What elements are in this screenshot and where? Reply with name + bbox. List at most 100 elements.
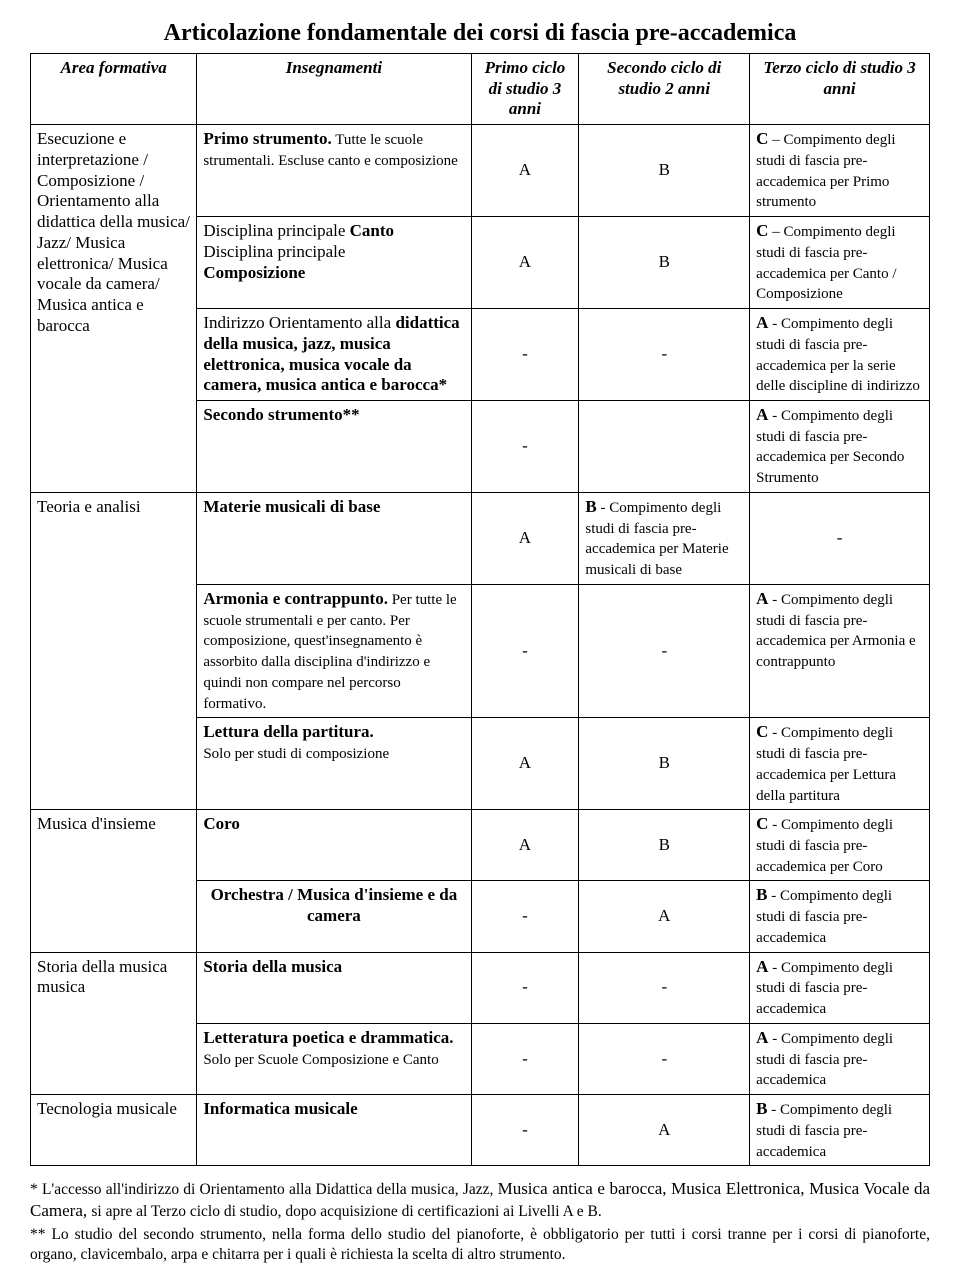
insegn-cell: Storia della musica <box>197 952 471 1023</box>
c5-lead: A <box>756 957 768 976</box>
foot1-a: * L'accesso all'indirizzo di Orientament… <box>30 1181 498 1198</box>
table-row: Musica d'insieme Coro A B C - Compimento… <box>31 810 930 881</box>
primo-cell: A <box>471 492 579 584</box>
primo-cell: - <box>471 881 579 952</box>
insegn-cell: Informatica musicale <box>197 1095 471 1166</box>
c5-lead: A <box>756 1028 768 1047</box>
area-cell: Musica d'insieme <box>31 810 197 952</box>
ins-lead: Armonia e contrappunto. <box>203 589 388 608</box>
h-terzo: Terzo ciclo di studio 3 anni <box>750 54 930 125</box>
header-row: Area formativa Insegnamenti Primo ciclo … <box>31 54 930 125</box>
c5-lead: A <box>756 405 768 424</box>
c5-tail: – Compimento degli studi di fascia pre-a… <box>756 132 895 210</box>
ins-l1: Disciplina principale <box>203 221 349 240</box>
area-cell: Storia della musica musica <box>31 952 197 1094</box>
c5-tail: - Compimento degli studi di fascia pre-a… <box>756 960 893 1017</box>
h-secondo: Secondo ciclo di studio 2 anni <box>579 54 750 125</box>
c5-lead: C <box>756 221 768 240</box>
primo-cell: - <box>471 584 579 717</box>
primo-cell: A <box>471 217 579 309</box>
terzo-cell: C – Compimento degli studi di fascia pre… <box>750 125 930 217</box>
terzo-cell: - <box>750 492 930 584</box>
secondo-cell: A <box>579 1095 750 1166</box>
c5-lead: C <box>756 129 768 148</box>
c5-tail: – Compimento degli studi di fascia pre-a… <box>756 224 896 302</box>
c5-lead: B <box>756 885 767 904</box>
h-primo: Primo ciclo di studio 3 anni <box>471 54 579 125</box>
ins-tail: Solo per studi di composizione <box>203 746 389 762</box>
insegn-cell: Secondo strumento** <box>197 401 471 493</box>
table-row: Esecuzione e interpretazione / Composizi… <box>31 125 930 217</box>
c5-tail: - Compimento degli studi di fascia pre-a… <box>756 408 904 486</box>
terzo-cell: C - Compimento degli studi di fascia pre… <box>750 718 930 810</box>
insegn-cell: Coro <box>197 810 471 881</box>
insegn-cell: Disciplina principale Canto Disciplina p… <box>197 217 471 309</box>
insegn-cell: Armonia e contrappunto. Per tutte le scu… <box>197 584 471 717</box>
area-cell: Esecuzione e interpretazione / Composizi… <box>31 125 197 493</box>
h-area: Area formativa <box>31 54 197 125</box>
footnote-2: ** Lo studio del secondo strumento, nell… <box>30 1225 930 1265</box>
insegn-cell: Orchestra / Musica d'insieme e da camera <box>197 881 471 952</box>
secondo-cell: - <box>579 309 750 401</box>
secondo-cell: B <box>579 125 750 217</box>
secondo-cell: A <box>579 881 750 952</box>
ins-lead: Letteratura poetica e drammatica. <box>203 1028 453 1047</box>
c5-lead: A <box>756 589 768 608</box>
area-cell: Tecnologia musicale <box>31 1095 197 1166</box>
primo-cell: A <box>471 125 579 217</box>
terzo-cell: C – Compimento degli studi di fascia pre… <box>750 217 930 309</box>
c5-lead: B <box>756 1099 767 1118</box>
terzo-cell: B - Compimento degli studi di fascia pre… <box>750 881 930 952</box>
primo-cell: - <box>471 309 579 401</box>
ins-lead: Primo strumento. <box>203 129 331 148</box>
primo-cell: - <box>471 1023 579 1094</box>
c5-tail: - Compimento degli studi di fascia pre-a… <box>756 592 916 670</box>
ins-b1: Canto <box>350 221 394 240</box>
c5-tail: - Compimento degli studi di fascia pre-a… <box>756 316 920 394</box>
terzo-cell: B - Compimento degli studi di fascia pre… <box>750 1095 930 1166</box>
ins-b2: Composizione <box>203 263 305 282</box>
c4-lead: B <box>585 497 596 516</box>
secondo-cell: - <box>579 584 750 717</box>
insegn-cell: Letteratura poetica e drammatica. Solo p… <box>197 1023 471 1094</box>
primo-cell: A <box>471 810 579 881</box>
primo-cell: A <box>471 718 579 810</box>
ins-l1: Indirizzo Orientamento alla <box>203 313 395 332</box>
secondo-cell: B - Compimento degli studi di fascia pre… <box>579 492 750 584</box>
primo-cell: - <box>471 952 579 1023</box>
table-row: Tecnologia musicale Informatica musicale… <box>31 1095 930 1166</box>
table-row: Teoria e analisi Materie musicali di bas… <box>31 492 930 584</box>
c5-tail: - Compimento degli studi di fascia pre-a… <box>756 817 893 874</box>
primo-cell: - <box>471 1095 579 1166</box>
secondo-cell <box>579 401 750 493</box>
secondo-cell: B <box>579 810 750 881</box>
footnotes: * L'accesso all'indirizzo di Orientament… <box>30 1178 930 1265</box>
terzo-cell: A - Compimento degli studi di fascia pre… <box>750 584 930 717</box>
table-row: Storia della musica musica Storia della … <box>31 952 930 1023</box>
secondo-cell: - <box>579 952 750 1023</box>
c5-tail: - Compimento degli studi di fascia pre-a… <box>756 725 896 803</box>
c4-tail: - Compimento degli studi di fascia pre-a… <box>585 500 728 578</box>
main-table: Area formativa Insegnamenti Primo ciclo … <box>30 53 930 1166</box>
primo-cell: - <box>471 401 579 493</box>
c5-tail: - Compimento degli studi di fascia pre-a… <box>756 888 892 945</box>
terzo-cell: A - Compimento degli studi di fascia pre… <box>750 952 930 1023</box>
secondo-cell: B <box>579 718 750 810</box>
c5-tail: - Compimento degli studi di fascia pre-a… <box>756 1102 892 1159</box>
ins-tail: Per tutte le scuole strumentali e per ca… <box>203 592 456 712</box>
insegn-cell: Lettura della partitura. Solo per studi d… <box>197 718 471 810</box>
c5-lead: C <box>756 814 768 833</box>
insegn-cell: Materie musicali di base <box>197 492 471 584</box>
ins-lead: Lettura della partitura. <box>203 722 373 741</box>
ins-tail: Solo per Scuole Composizione e Canto <box>203 1052 438 1068</box>
c5-tail: - Compimento degli studi di fascia pre-a… <box>756 1031 893 1088</box>
secondo-cell: B <box>579 217 750 309</box>
h-insegn: Insegnamenti <box>197 54 471 125</box>
terzo-cell: A - Compimento degli studi di fascia pre… <box>750 401 930 493</box>
page-title: Articolazione fondamentale dei corsi di … <box>30 20 930 47</box>
c5-lead: C <box>756 722 768 741</box>
ins-l2: Disciplina principale <box>203 242 345 261</box>
c5-lead: A <box>756 313 768 332</box>
footnote-1: * L'accesso all'indirizzo di Orientament… <box>30 1178 930 1222</box>
foot1-c: si apre al Terzo ciclo di studio, dopo a… <box>91 1203 601 1220</box>
